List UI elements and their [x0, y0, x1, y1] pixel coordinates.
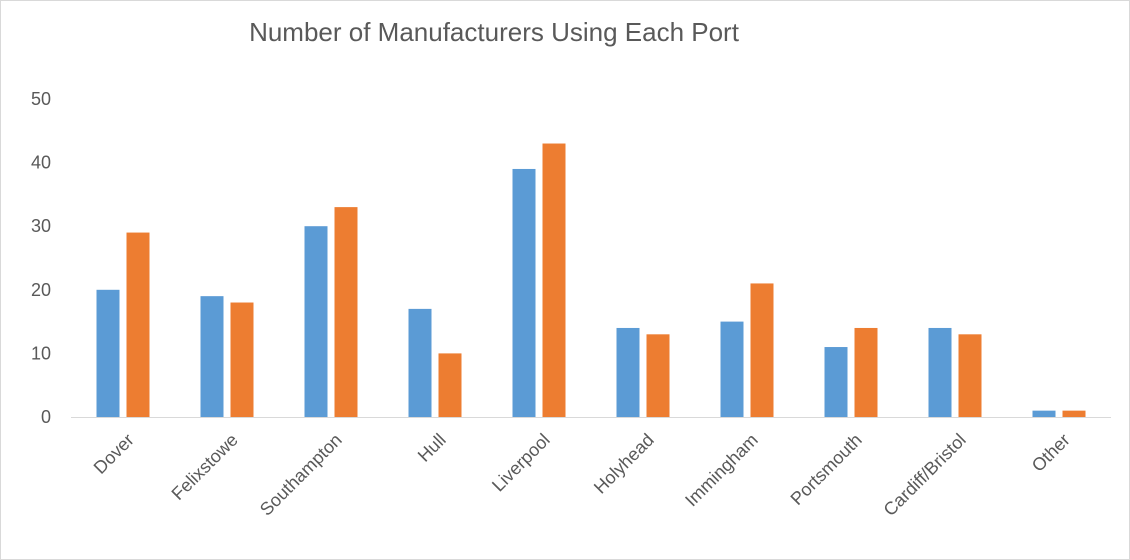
y-tick-label: 30 [31, 216, 51, 236]
x-category-label: Immingham [681, 430, 762, 511]
x-category-label: Cardiff/Bristol [880, 430, 970, 520]
x-category-label: Hull [414, 430, 450, 466]
chart-title: Number of Manufacturers Using Each Port [249, 17, 739, 47]
bar-series-2 [750, 283, 774, 417]
bar-series-1 [1032, 410, 1056, 417]
x-category-label: Portsmouth [787, 430, 866, 509]
bar-series-1 [304, 226, 328, 417]
y-tick-label: 50 [31, 89, 51, 109]
y-tick-label: 40 [31, 153, 51, 173]
y-tick-label: 10 [31, 343, 51, 363]
bar-series-2 [230, 302, 254, 417]
y-tick-label: 20 [31, 280, 51, 300]
bar-series-2 [542, 143, 566, 417]
x-category-label: Holyhead [590, 430, 658, 498]
bar-series-2 [646, 334, 670, 417]
bar-series-1 [616, 327, 640, 417]
bar-series-1 [512, 168, 536, 417]
bars-group [96, 143, 1086, 417]
y-axis: 0 10 20 30 40 50 [31, 89, 51, 427]
bar-series-2 [334, 207, 358, 417]
x-category-label: Liverpool [488, 430, 554, 496]
bar-series-1 [96, 289, 120, 417]
bar-series-2 [854, 327, 878, 417]
bar-series-1 [408, 308, 432, 417]
bar-series-1 [720, 321, 744, 417]
bar-series-2 [126, 232, 150, 417]
x-axis-labels: Dover Felixstowe Southampton Hull Liverpool H… [90, 430, 1074, 520]
x-category-label: Southampton [256, 430, 346, 520]
bar-series-1 [200, 296, 224, 417]
x-category-label: Dover [90, 430, 138, 478]
y-tick-label: 0 [41, 407, 51, 427]
bar-series-2 [1062, 410, 1086, 417]
bar-series-1 [928, 327, 952, 417]
x-category-label: Felixstowe [168, 430, 242, 504]
bar-series-2 [438, 353, 462, 417]
x-category-label: Other [1028, 430, 1074, 476]
bar-series-2 [958, 334, 982, 417]
bar-series-1 [824, 347, 848, 417]
